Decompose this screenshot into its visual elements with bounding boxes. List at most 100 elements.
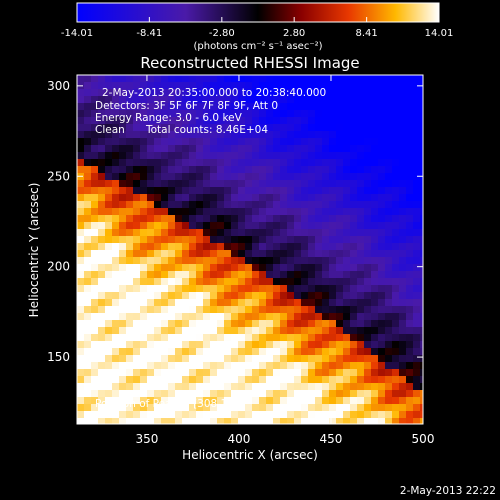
heatmap-cell <box>413 117 421 125</box>
heatmap-cell <box>336 124 344 132</box>
heatmap-cell <box>336 75 344 83</box>
heatmap-cell <box>385 201 393 209</box>
heatmap-cell <box>196 306 204 314</box>
heatmap-cell <box>238 215 246 223</box>
heatmap-cell <box>315 257 323 265</box>
heatmap-cell <box>161 341 169 349</box>
heatmap-cell <box>280 390 288 398</box>
heatmap-cell <box>322 257 330 265</box>
heatmap-cell <box>217 355 225 363</box>
heatmap-cell <box>322 348 330 356</box>
heatmap-cell <box>315 180 323 188</box>
heatmap-cell <box>91 250 99 258</box>
heatmap-cell <box>231 292 239 300</box>
heatmap-cell <box>210 222 218 230</box>
heatmap-cell <box>357 89 365 97</box>
heatmap-cell <box>329 299 337 307</box>
heatmap-cell <box>98 124 106 132</box>
heatmap-cell <box>245 159 253 167</box>
heatmap-cell <box>133 250 141 258</box>
heatmap-cell <box>294 187 302 195</box>
heatmap-cell <box>406 264 414 272</box>
heatmap-cell <box>259 96 267 104</box>
heatmap-cell <box>385 215 393 223</box>
heatmap-cell <box>133 334 141 342</box>
heatmap-cell <box>84 390 92 398</box>
heatmap-cell <box>280 383 288 391</box>
heatmap-cell <box>77 264 85 272</box>
heatmap-cell <box>392 110 400 118</box>
heatmap-cell <box>364 418 372 424</box>
heatmap-cell <box>126 320 134 328</box>
heatmap-cell <box>105 334 113 342</box>
heatmap-cell <box>385 124 393 132</box>
heatmap-cell <box>420 145 423 153</box>
heatmap-cell <box>406 229 414 237</box>
heatmap-cell <box>266 208 274 216</box>
heatmap-cell <box>133 278 141 286</box>
heatmap-cell <box>112 418 120 424</box>
heatmap-cell <box>364 187 372 195</box>
heatmap-cell <box>119 117 127 125</box>
heatmap-cell <box>252 418 260 424</box>
heatmap-cell <box>119 376 127 384</box>
annotation-energy-range: Energy Range: 3.0 - 6.0 keV <box>95 112 243 124</box>
heatmap-cell <box>98 229 106 237</box>
heatmap-cell <box>77 131 85 139</box>
heatmap-cell <box>210 285 218 293</box>
heatmap-cell <box>175 229 183 237</box>
heatmap-cell <box>329 306 337 314</box>
heatmap-cell <box>378 229 386 237</box>
heatmap-cell <box>350 222 358 230</box>
heatmap-cell <box>280 82 288 90</box>
heatmap-cell <box>105 187 113 195</box>
heatmap-cell <box>371 257 379 265</box>
heatmap-cell <box>413 383 421 391</box>
heatmap-cell <box>238 201 246 209</box>
heatmap-cell <box>350 110 358 118</box>
heatmap-cell <box>329 117 337 125</box>
y-axis-label: Heliocentric Y (arcsec) <box>27 183 41 318</box>
heatmap-cell <box>224 369 232 377</box>
heatmap-cell <box>287 152 295 160</box>
heatmap-cell <box>322 264 330 272</box>
heatmap-cell <box>98 180 106 188</box>
heatmap-cell <box>329 278 337 286</box>
heatmap-cell <box>413 82 421 90</box>
heatmap-cell <box>203 103 211 111</box>
heatmap-cell <box>119 145 127 153</box>
heatmap-cell <box>252 320 260 328</box>
heatmap-cell <box>266 117 274 125</box>
heatmap-cell <box>287 131 295 139</box>
heatmap-cell <box>98 138 106 146</box>
heatmap-cell <box>84 124 92 132</box>
heatmap-cell <box>406 82 414 90</box>
heatmap-cell <box>364 376 372 384</box>
heatmap-cell <box>315 166 323 174</box>
heatmap-cell <box>84 257 92 265</box>
heatmap-cell <box>168 96 176 104</box>
heatmap-cell <box>238 166 246 174</box>
heatmap-cell <box>385 82 393 90</box>
heatmap-cell <box>301 250 309 258</box>
heatmap-cell <box>105 131 113 139</box>
heatmap-cell <box>126 404 134 412</box>
heatmap-cell <box>154 348 162 356</box>
heatmap-cell <box>406 404 414 412</box>
heatmap-cell <box>196 411 204 419</box>
heatmap-cell <box>252 257 260 265</box>
heatmap-cell <box>280 117 288 125</box>
heatmap-cell <box>406 327 414 335</box>
heatmap-cell <box>119 390 127 398</box>
heatmap-cell <box>315 208 323 216</box>
heatmap-cell <box>385 257 393 265</box>
heatmap-cell <box>259 138 267 146</box>
heatmap-cell <box>161 138 169 146</box>
heatmap-cell <box>140 243 148 251</box>
heatmap-cell <box>112 166 120 174</box>
heatmap-cell <box>343 110 351 118</box>
heatmap-cell <box>301 215 309 223</box>
heatmap-cell <box>280 208 288 216</box>
heatmap-cell <box>175 236 183 244</box>
heatmap-cell <box>413 187 421 195</box>
